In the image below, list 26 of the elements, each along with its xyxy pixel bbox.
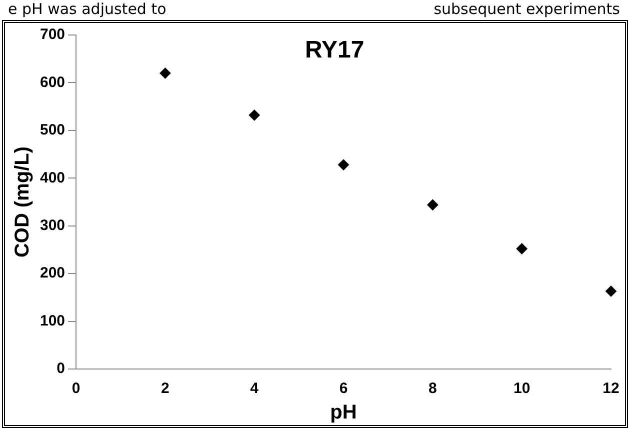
y-tick-label: 100 <box>40 312 66 330</box>
point <box>427 199 438 210</box>
x-axis-title: pH <box>330 402 357 424</box>
y-tick-label: 600 <box>40 74 66 91</box>
x-tick-label: 6 <box>339 380 348 398</box>
y-tick-label: 400 <box>40 169 66 186</box>
y-tick-label: 200 <box>40 264 66 282</box>
x-tick-label: 0 <box>72 380 80 398</box>
x-tick-label: 10 <box>513 380 530 398</box>
x-tick-label: 2 <box>161 380 170 398</box>
y-tick-label: 500 <box>40 122 66 139</box>
y-tick-label: 700 <box>40 26 66 44</box>
chart-title: RY17 <box>305 36 364 64</box>
x-tick-label: 4 <box>250 380 260 398</box>
x-tick-label: 8 <box>428 380 437 398</box>
point <box>338 159 350 170</box>
point <box>160 68 171 79</box>
y-tick-label: 0 <box>56 360 66 378</box>
text: e pH was adjusted to <box>8 0 166 18</box>
point <box>516 243 528 254</box>
point <box>248 110 260 121</box>
y-axis-title: COD (mg/L) <box>12 146 34 258</box>
point <box>606 286 616 297</box>
x-tick-label: 12 <box>602 380 620 398</box>
text: subsequent experiments <box>434 0 620 18</box>
y-tick-label: 300 <box>40 217 66 234</box>
